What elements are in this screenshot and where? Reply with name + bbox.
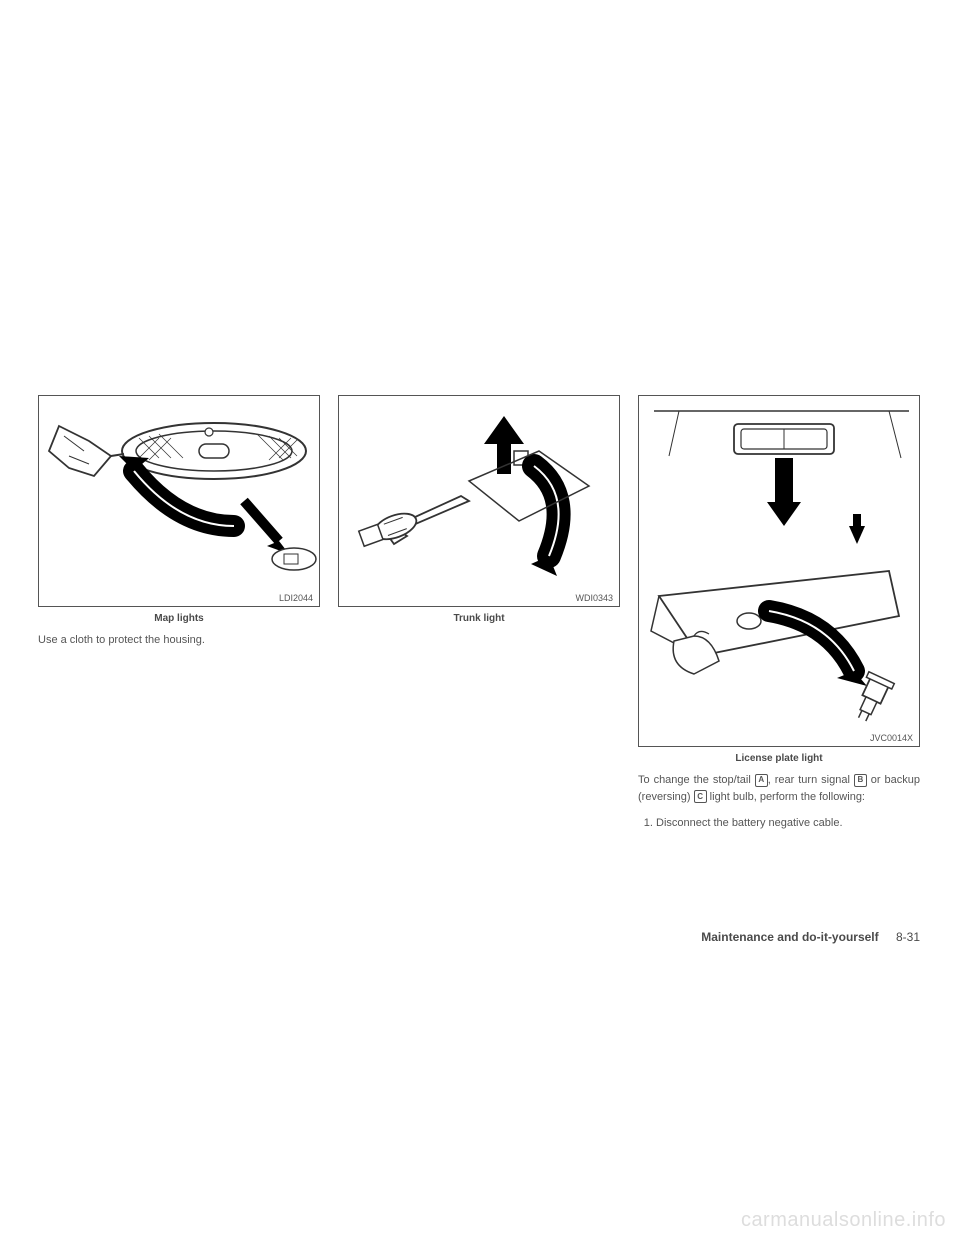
trunk-light-illustration bbox=[339, 396, 621, 608]
callout-b: B bbox=[854, 774, 867, 787]
callout-c: C bbox=[694, 790, 707, 803]
figure-label: JVC0014X bbox=[870, 733, 913, 743]
figure-label: WDI0343 bbox=[575, 593, 613, 603]
column-2: WDI0343 Trunk light bbox=[338, 395, 620, 832]
footer-section: Maintenance and do-it-yourself bbox=[701, 930, 878, 944]
caption-license-plate: License plate light bbox=[638, 753, 920, 764]
page-columns: LDI2044 Map lights Use a cloth to protec… bbox=[38, 395, 922, 832]
para-pre: To change the stop/tail bbox=[638, 774, 755, 786]
caption-trunk-light: Trunk light bbox=[338, 613, 620, 624]
license-plate-illustration bbox=[639, 396, 921, 748]
caption-map-lights: Map lights bbox=[38, 613, 320, 624]
map-lights-illustration bbox=[39, 396, 321, 608]
para-change-bulb: To change the stop/tail A, rear turn sig… bbox=[638, 772, 920, 805]
text-use-cloth: Use a cloth to protect the housing. bbox=[38, 632, 320, 649]
watermark: carmanualsonline.info bbox=[741, 1209, 946, 1232]
figure-label: LDI2044 bbox=[279, 593, 313, 603]
column-1: LDI2044 Map lights Use a cloth to protec… bbox=[38, 395, 320, 832]
column-3: JVC0014X License plate light To change t… bbox=[638, 395, 920, 832]
figure-map-lights: LDI2044 bbox=[38, 395, 320, 607]
figure-license-plate-light: JVC0014X bbox=[638, 395, 920, 747]
para-post: light bulb, perform the following: bbox=[707, 791, 865, 803]
para-mid1: , rear turn signal bbox=[768, 774, 854, 786]
callout-a: A bbox=[755, 774, 768, 787]
page-footer: Maintenance and do-it-yourself 8-31 bbox=[701, 930, 920, 944]
steps-list: Disconnect the battery negative cable. bbox=[638, 815, 920, 832]
step-1: Disconnect the battery negative cable. bbox=[656, 815, 920, 832]
figure-trunk-light: WDI0343 bbox=[338, 395, 620, 607]
footer-page-number: 8-31 bbox=[896, 930, 920, 944]
